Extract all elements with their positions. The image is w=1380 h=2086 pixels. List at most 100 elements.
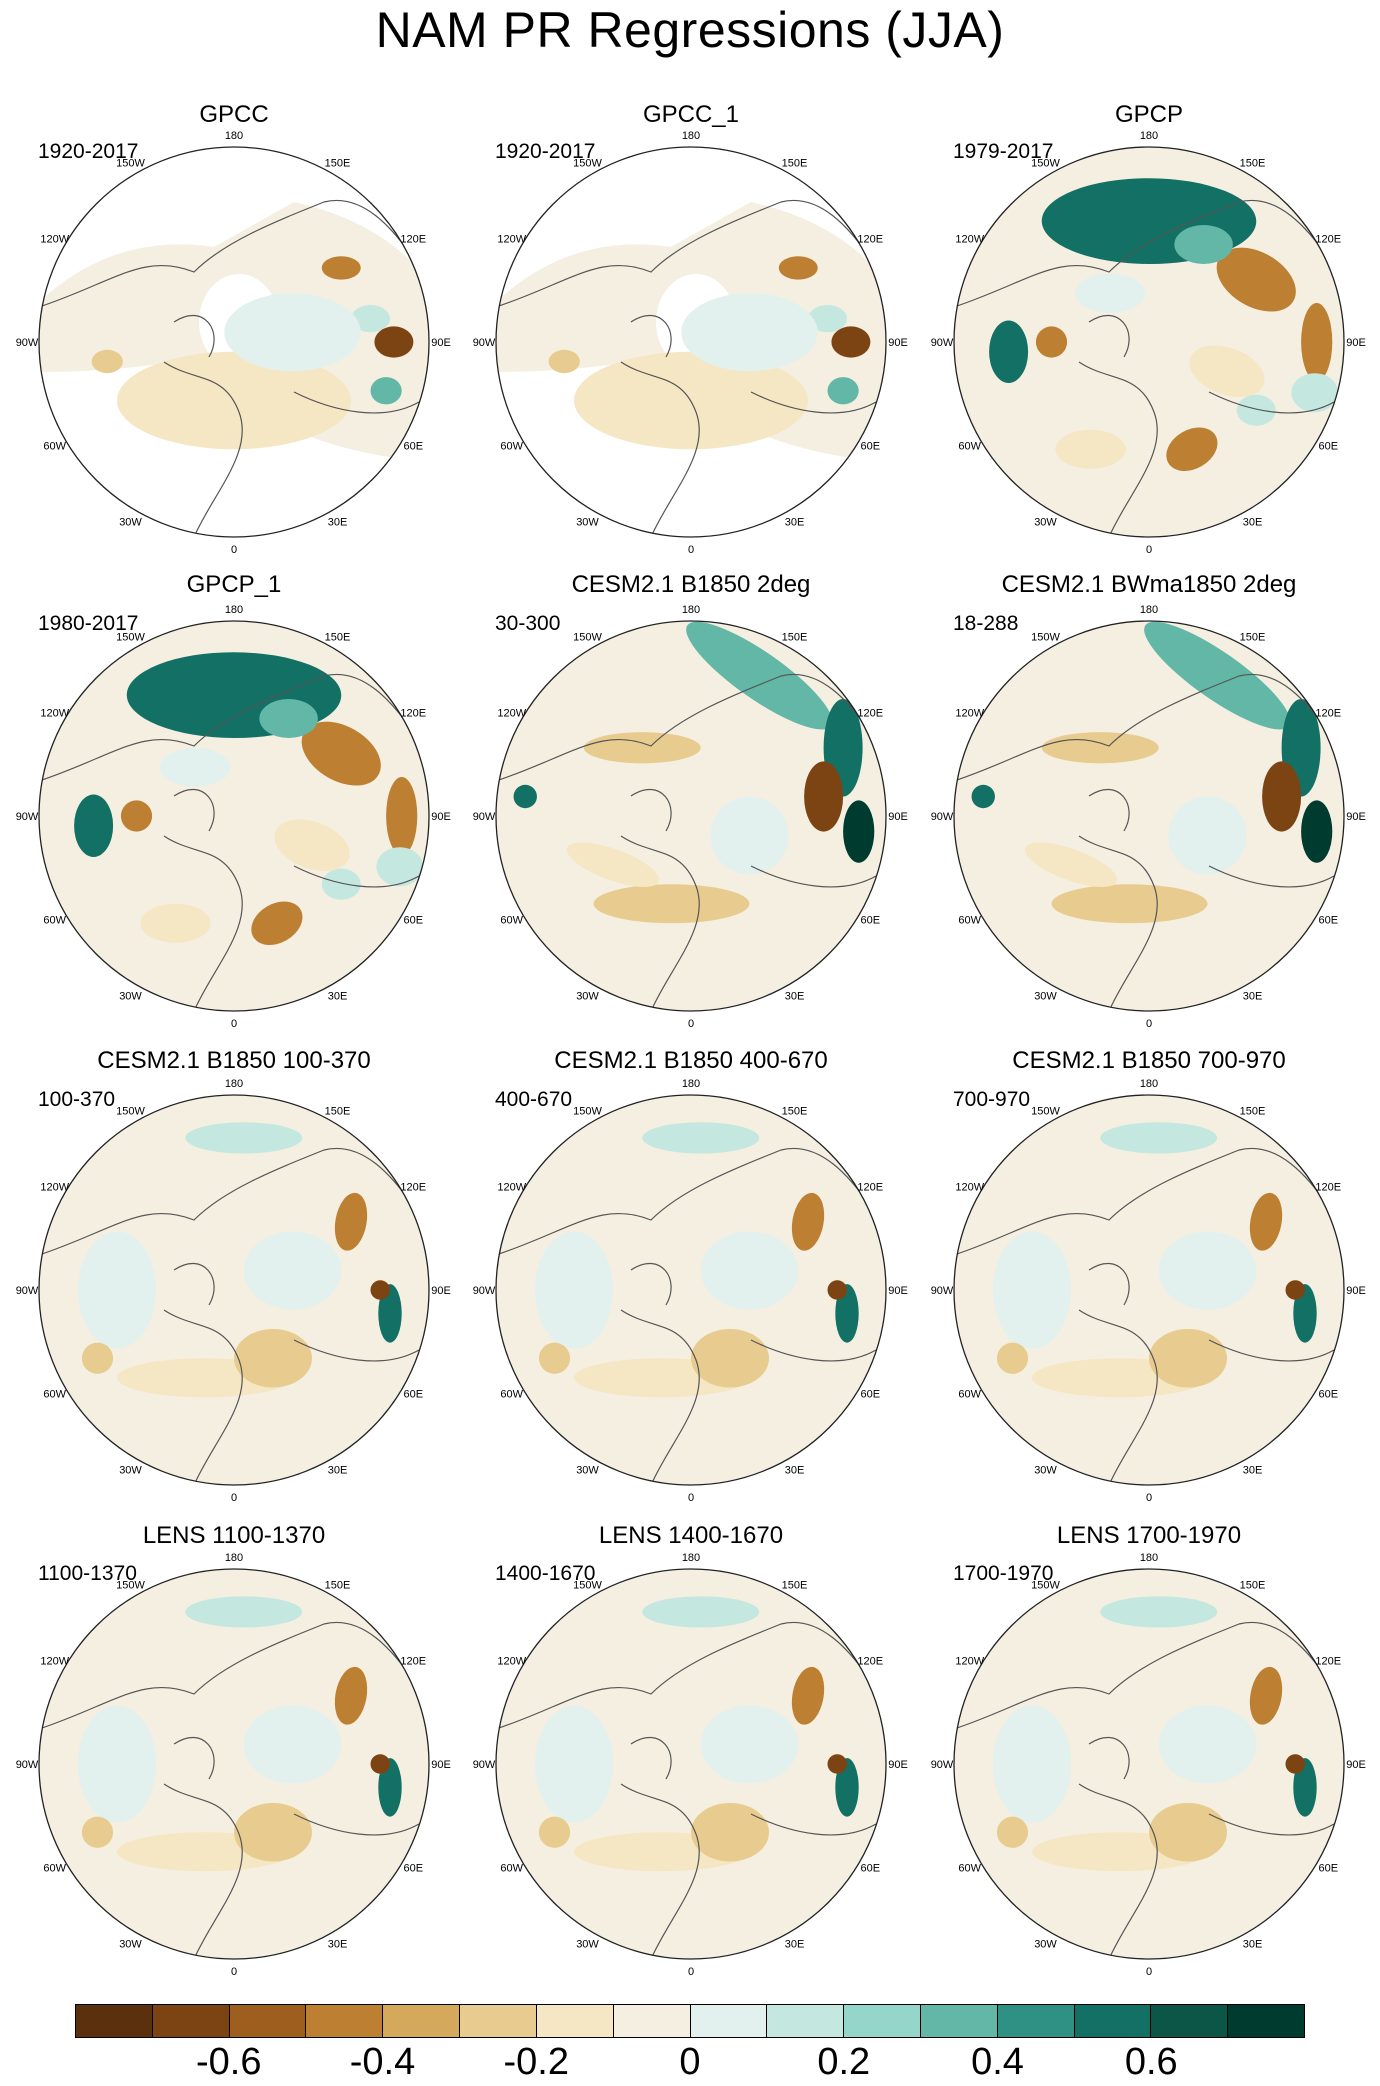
panel-title: CESM2.1 B1850 2deg [572,571,811,598]
longitude-label: 180 [225,1552,243,1564]
regression-shading [91,349,123,374]
longitude-label: 60W [958,1863,981,1875]
longitude-label: 0 [688,1492,694,1504]
longitude-label: 120E [400,1182,426,1194]
longitude-label: 150E [782,158,808,170]
regression-shading [185,1596,303,1628]
regression-shading [386,777,418,855]
regression-shading [1301,800,1333,863]
longitude-label: 120E [1315,234,1341,246]
longitude-label: 60E [860,1863,880,1875]
regression-shading [185,1122,303,1154]
regression-shading [996,1816,1029,1848]
longitude-label: 60E [403,1863,423,1875]
colorbar-tick-label: -0.6 [196,2041,262,2083]
longitude-label: 60E [860,1389,880,1401]
longitude-label: 0 [231,1018,237,1030]
panel-period: 400-670 [495,1088,572,1111]
panel-title: CESM2.1 B1850 400-670 [554,1047,828,1074]
longitude-label: 60W [500,441,523,453]
regression-shading [1285,1280,1305,1300]
longitude-label: 120E [400,234,426,246]
colorbar-box [1151,2005,1229,2037]
regression-shading [334,1192,368,1251]
coastline [496,1147,877,1485]
longitude-label: 30W [576,1938,599,1950]
panel-title: GPCP [1115,101,1183,128]
regression-shading [1249,1192,1283,1251]
regression-shading [583,732,701,764]
panel-title: CESM2.1 BWma1850 2deg [1002,571,1297,598]
longitude-label: 30E [785,516,805,528]
regression-shading [1051,884,1208,924]
longitude-label: 90E [888,1285,908,1297]
regression-shading [808,304,847,333]
longitude-label: 30E [1243,1464,1263,1476]
longitude-label: 120W [497,1182,526,1194]
longitude-label: 30E [785,990,805,1002]
longitude-label: 0 [1146,1492,1152,1504]
map-panel: LENS 1100-1370 1100-1370 180 150E 120E 90E 60E… [16,1522,451,1978]
longitude-label: 30E [785,1464,805,1476]
longitude-label: 180 [682,604,700,616]
regression-shading [234,1803,312,1862]
longitude-label: 120E [857,1182,883,1194]
longitude-label: 90E [431,337,451,349]
longitude-label: 30W [1034,1938,1057,1950]
coastline [496,199,877,537]
longitude-label: 90E [1346,337,1366,349]
regression-shading [1249,1666,1283,1725]
longitude-label: 120E [1315,708,1341,720]
regression-shading [120,800,153,832]
regression-shading [642,1122,760,1154]
longitude-label: 150W [573,1580,602,1592]
map-background [39,621,429,1011]
panel-period: 18-288 [953,612,1018,635]
colorbar-tick-label: 0.2 [817,2041,871,2083]
regression-shading [376,847,424,887]
longitude-label: 90W [473,1285,496,1297]
longitude-label: 60W [43,1389,66,1401]
regression-shading [538,1342,571,1374]
map-background [954,147,1344,537]
regression-shading [1285,1754,1305,1774]
longitude-label: 90W [16,337,39,349]
longitude-label: 120W [497,234,526,246]
regression-shading [989,320,1029,383]
longitude-label: 60E [1318,1389,1338,1401]
regression-shading [827,1280,847,1300]
panel-title: CESM2.1 B1850 100-370 [97,1047,371,1074]
longitude-label: 30E [328,516,348,528]
regression-shading [791,1192,825,1251]
regression-shading [370,1754,390,1774]
longitude-label: 90E [431,1759,451,1771]
longitude-label: 150E [325,632,351,644]
colorbar-box [844,2005,921,2037]
regression-shading [827,377,859,405]
longitude-label: 90W [16,1285,39,1297]
coastline [39,673,420,1011]
regression-shading [831,326,871,358]
longitude-label: 150E [782,632,808,644]
longitude-label: 30E [328,1464,348,1476]
colorbar-box [1228,2005,1304,2037]
longitude-label: 60W [958,915,981,927]
regression-shading [1144,621,1291,730]
regression-shading [513,784,537,809]
coastline [496,1621,877,1959]
map-panel: CESM2.1 B1850 100-370 100-370 180 150E 120E 9… [16,1047,451,1504]
colorbar-tick-label: 0.6 [1124,2041,1178,2083]
regression-shading [78,1705,156,1823]
longitude-label: 90W [473,337,496,349]
regression-shading [140,903,211,943]
coastline [39,1147,420,1485]
panel-title: CESM2.1 B1850 700-970 [1012,1047,1286,1074]
regression-shading [778,256,818,280]
map-border [495,146,887,538]
regression-shading [351,304,390,333]
regression-shading [243,1231,342,1310]
longitude-label: 0 [1146,544,1152,556]
regression-shading [159,747,231,787]
longitude-label: 150E [1240,1580,1266,1592]
longitude-label: 120W [955,1182,984,1194]
